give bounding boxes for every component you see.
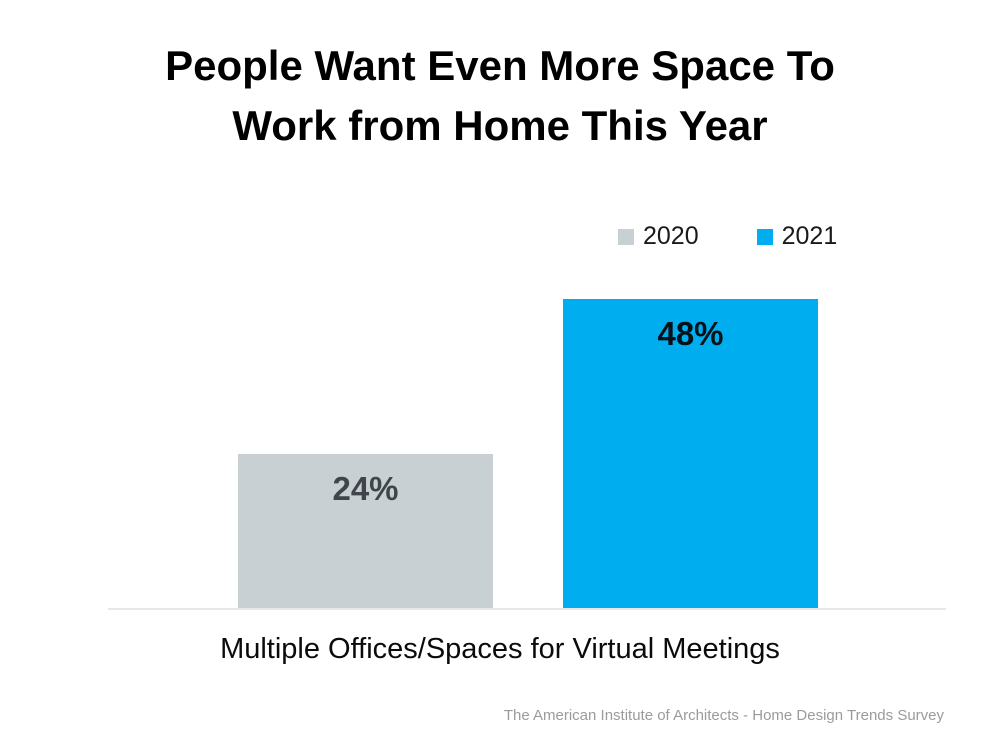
x-axis-baseline: [108, 608, 946, 610]
chart-title-line1: People Want Even More Space To: [165, 42, 835, 89]
bar-2020: 24%: [238, 454, 493, 610]
legend-label-2021: 2021: [781, 222, 838, 250]
legend-item-2021: 2021: [756, 222, 838, 251]
source-attribution: The American Institute of Architects - H…: [503, 707, 944, 724]
legend: 2020 2021: [618, 222, 837, 251]
bar-value-label-2021: 48%: [657, 315, 724, 352]
bar-value-label-2020: 24%: [332, 470, 399, 507]
x-axis-label: Multiple Offices/Spaces for Virtual Meet…: [220, 633, 780, 665]
chart-title: People Want Even More Space To Work from…: [0, 36, 1000, 156]
chart-title-line2: Work from Home This Year: [232, 102, 768, 150]
legend-swatch-2020: [618, 228, 634, 245]
bar-2021: 48%: [563, 299, 818, 610]
legend-swatch-2021: [756, 228, 773, 245]
legend-item-2020: 2020: [618, 222, 699, 251]
legend-label-2020: 2020: [643, 222, 699, 250]
